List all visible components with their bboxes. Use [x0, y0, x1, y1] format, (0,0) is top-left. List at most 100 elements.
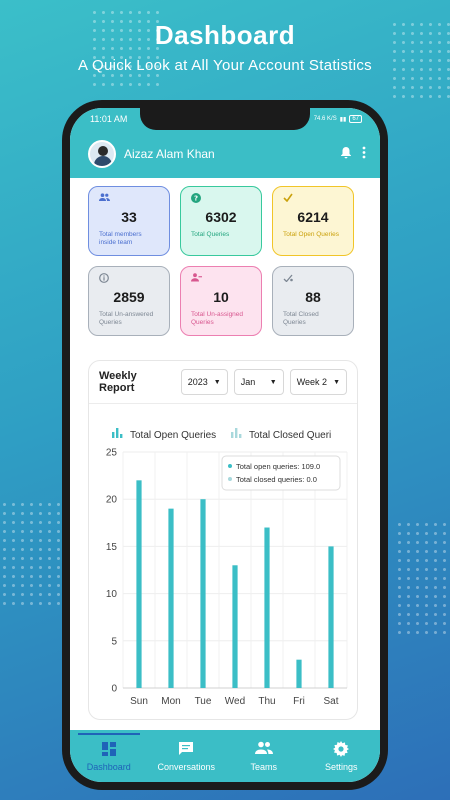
x-tick-label: Thu — [258, 696, 275, 707]
network-speed: 74.6 K/S — [313, 116, 337, 122]
unassign-icon — [191, 273, 251, 285]
stat-card-members[interactable]: 33 Total members inside team — [88, 186, 170, 256]
stat-label: Total Open Queries — [283, 231, 340, 238]
battery-icon: 67 — [349, 115, 362, 123]
bar-fri — [296, 659, 302, 688]
x-tick-label: Wed — [225, 696, 245, 707]
question-icon: ? — [191, 193, 251, 205]
chat-icon — [178, 741, 194, 759]
stat-value: 10 — [213, 289, 229, 305]
stats-grid: 33 Total members inside team ? 6302 Tota… — [70, 178, 380, 336]
weekly-bar-chart: Total Open Queries Total Closed Queri 0 5… — [106, 428, 348, 707]
signal-icon: ▮▮ — [339, 116, 347, 123]
legend-closed-label: Total Closed Queri — [249, 430, 331, 441]
year-select[interactable]: 2023 ▼ — [180, 369, 228, 395]
stat-value: 6302 — [205, 209, 237, 225]
more-vert-icon[interactable] — [362, 146, 366, 162]
y-tick-label: 5 — [111, 636, 117, 647]
people-icon — [99, 193, 159, 205]
x-tick-label: Sat — [323, 696, 338, 707]
app-bar: Aizaz Alam Khan — [70, 130, 380, 178]
gear-icon — [333, 740, 350, 759]
chart-legend: Total Open Queries Total Closed Queri — [112, 428, 331, 441]
nav-conversations[interactable]: Conversations — [151, 741, 221, 772]
stat-card-open-queries[interactable]: 6214 Total Open Queries — [272, 186, 354, 256]
bar-sat — [328, 546, 334, 688]
stat-label: Total Queries — [191, 231, 230, 238]
closed-icon — [283, 273, 343, 285]
decor-dots — [0, 500, 60, 610]
dashboard-icon — [101, 741, 117, 759]
stat-label: Total Un-assigned Queries — [191, 311, 244, 327]
y-tick-label: 20 — [106, 495, 118, 506]
stat-value: 6214 — [297, 209, 329, 225]
y-tick-label: 25 — [106, 448, 118, 459]
nav-dashboard[interactable]: Dashboard — [74, 732, 144, 772]
nav-label: Settings — [324, 761, 358, 772]
nav-teams[interactable]: Teams — [229, 741, 299, 772]
nav-settings[interactable]: Settings — [306, 740, 376, 772]
legend-open-icon — [112, 428, 123, 438]
bar-sun — [136, 480, 142, 688]
stat-label: Total Un-answered Queries — [99, 311, 154, 327]
week-select[interactable]: Week 2 ▼ — [289, 369, 347, 395]
stat-card-unanswered[interactable]: 2859 Total Un-answered Queries — [88, 266, 170, 336]
decor-dots — [395, 520, 450, 640]
y-tick-label: 0 — [111, 684, 117, 695]
legend-open-label: Total Open Queries — [130, 430, 216, 441]
bar-tue — [200, 499, 206, 688]
decor-dots — [390, 20, 450, 100]
nav-label: Conversations — [157, 761, 216, 772]
user-name: Aizaz Alam Khan — [124, 147, 215, 161]
chevron-down-icon: ▼ — [213, 378, 221, 386]
chart-tooltip: Total open queries: 109.0 Total closed q… — [221, 455, 341, 491]
bar-wed — [232, 565, 238, 688]
report-title: Weekly Report — [99, 370, 137, 394]
report-header: Weekly Report 2023 ▼ Jan ▼ Week 2 ▼ — [89, 361, 357, 404]
chevron-down-icon: ▼ — [269, 378, 277, 386]
x-tick-label: Sun — [130, 696, 148, 707]
bar-thu — [264, 527, 270, 688]
x-tick-label: Fri — [293, 696, 305, 707]
bell-icon[interactable] — [340, 146, 352, 162]
tooltip-closed: Total closed queries: 0.0 — [236, 475, 317, 484]
y-tick-label: 10 — [106, 589, 118, 600]
status-right: 74.6 K/S ▮▮ 67 — [314, 115, 362, 123]
legend-closed-icon — [231, 428, 242, 438]
group-icon — [254, 741, 273, 759]
stat-value: 33 — [121, 209, 137, 225]
check-icon — [283, 193, 343, 205]
stat-label: Total Closed Queries — [283, 311, 319, 327]
headline-subtitle: A Quick Look at All Your Account Statist… — [78, 57, 372, 74]
weekly-report-card: Weekly Report 2023 ▼ Jan ▼ Week 2 ▼ — [88, 360, 358, 720]
chevron-down-icon: ▼ — [333, 378, 340, 386]
stat-card-closed[interactable]: 88 Total Closed Queries — [272, 266, 354, 336]
bottom-nav: Dashboard Conversations Teams Settings — [70, 730, 380, 782]
month-select[interactable]: Jan ▼ — [233, 369, 284, 395]
svg-text:?: ? — [194, 195, 198, 203]
stat-value: 88 — [305, 289, 321, 305]
y-tick-label: 15 — [106, 542, 118, 553]
info-icon — [99, 273, 159, 285]
headline: Dashboard A Quick Look at All Your Accou… — [0, 20, 450, 74]
phone-screen: 11:01 AM 74.6 K/S ▮▮ 67 Aizaz Alam Khan — [70, 108, 380, 782]
status-time: 11:01 AM — [90, 114, 128, 124]
camera-notch — [140, 108, 310, 130]
week-value: Week 2 — [296, 377, 328, 387]
nav-label: Dashboard — [86, 761, 131, 772]
nav-label: Teams — [250, 761, 277, 772]
stat-card-unassigned[interactable]: 10 Total Un-assigned Queries — [180, 266, 262, 336]
phone-frame: 11:01 AM 74.6 K/S ▮▮ 67 Aizaz Alam Khan — [62, 100, 388, 790]
stat-card-total-queries[interactable]: ? 6302 Total Queries — [180, 186, 262, 256]
x-tick-label: Mon — [161, 696, 180, 707]
headline-title: Dashboard — [154, 20, 296, 50]
tooltip-open: Total open queries: 109.0 — [236, 462, 320, 471]
avatar[interactable] — [88, 140, 116, 168]
stat-label: Total members inside team — [99, 231, 142, 247]
stat-value: 2859 — [113, 289, 145, 305]
x-tick-label: Tue — [195, 696, 212, 707]
bar-mon — [168, 508, 174, 688]
month-value: Jan — [240, 377, 256, 387]
decor-dots — [90, 8, 160, 88]
year-value: 2023 — [187, 377, 208, 387]
